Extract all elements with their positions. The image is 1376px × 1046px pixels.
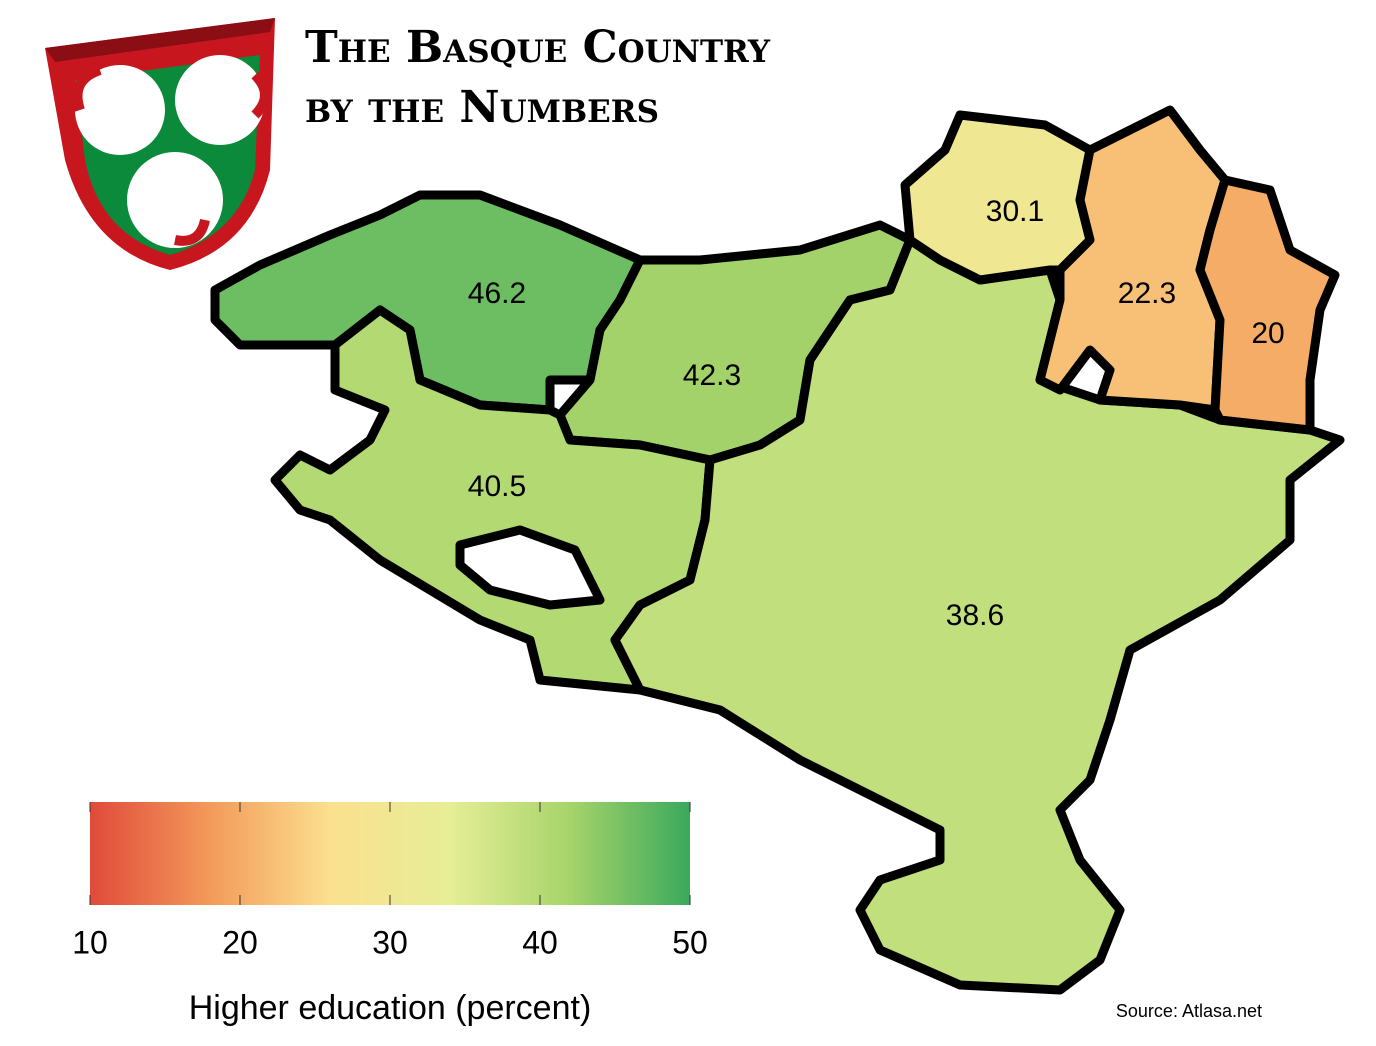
map: 46.2 42.3 40.5 38.6 30.1 22.3 20: [210, 105, 1345, 995]
colorbar: [90, 802, 690, 905]
title-line: by the Numbers: [305, 82, 659, 133]
colorbar-ticks: 10 20 30 40 50: [72, 802, 708, 960]
region-value: 22.3: [1118, 277, 1176, 310]
region-value: 46.2: [468, 277, 526, 310]
tick-label: 40: [522, 924, 558, 960]
coat-of-arms: [45, 18, 275, 270]
enclave: [455, 525, 605, 610]
region-value: 38.6: [946, 599, 1004, 632]
region-value: 20: [1251, 317, 1284, 350]
region-value: 40.5: [468, 470, 526, 503]
region-value: 42.3: [683, 359, 741, 392]
title-line: The Basque Country: [305, 22, 771, 73]
tick-label: 30: [372, 924, 408, 960]
colorbar-label: Higher education (percent): [189, 989, 592, 1027]
region: [1035, 105, 1230, 415]
region-value: 30.1: [986, 195, 1044, 228]
tick-label: 10: [72, 924, 108, 960]
tick-label: 50: [672, 924, 708, 960]
region: [210, 190, 645, 415]
region: [1195, 175, 1340, 435]
source: Source: Atlasa.net: [1116, 1001, 1262, 1021]
tick-label: 20: [222, 924, 258, 960]
